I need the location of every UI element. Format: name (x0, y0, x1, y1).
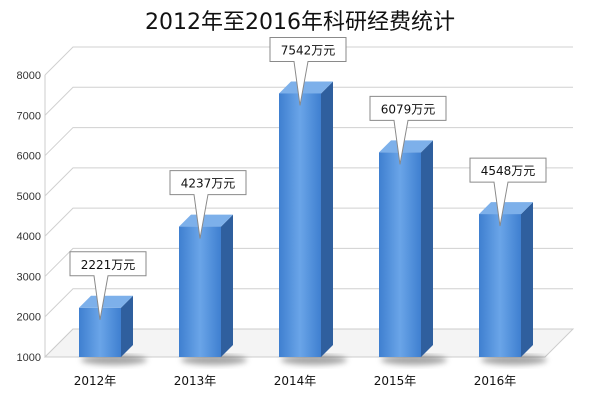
chart-title: 2012年至2016年科研经费统计 (145, 10, 455, 35)
bar-shadow (81, 355, 147, 365)
y-tick-label: 2000 (17, 312, 41, 324)
data-label: 2221万元 (81, 258, 136, 272)
x-tick-label: 2014年 (274, 374, 317, 388)
bar-top (179, 214, 233, 227)
y-tick-label: 6000 (17, 151, 41, 163)
data-label: 4548万元 (481, 164, 536, 178)
bar (479, 202, 547, 365)
bar (279, 81, 347, 365)
bar-shadow (481, 355, 547, 365)
gridline (44, 86, 573, 116)
bar-side (221, 214, 233, 357)
bar-side (521, 202, 533, 357)
x-tick-label: 2013年 (174, 374, 217, 388)
y-tick-label: 1000 (17, 352, 41, 364)
bar-top (79, 295, 133, 308)
y-tick-label: 4000 (17, 231, 41, 243)
bar-front (279, 93, 321, 357)
x-tick-label: 2016年 (474, 374, 517, 388)
y-tick-label: 8000 (17, 70, 41, 82)
bar (179, 214, 247, 365)
bar-shadow (181, 355, 247, 365)
bar-side (421, 140, 433, 357)
x-tick-label: 2012年 (74, 374, 117, 388)
data-label-callout (69, 251, 147, 320)
y-tick-label: 7000 (17, 110, 41, 122)
bar (79, 295, 147, 365)
bar-side (321, 81, 333, 357)
y-tick-label: 3000 (17, 271, 41, 283)
bar-front (179, 226, 221, 357)
data-label-callout (469, 157, 547, 227)
bar-shadow (281, 355, 347, 365)
bar-front (379, 152, 421, 357)
bar (379, 140, 447, 365)
bar-top (379, 140, 433, 153)
x-tick-label: 2015年 (374, 374, 417, 388)
bar-top (479, 202, 533, 215)
data-label: 7542万元 (281, 43, 336, 57)
data-label: 4237万元 (181, 177, 236, 191)
bar-front (479, 214, 521, 357)
bar-side (121, 295, 133, 357)
gridline (44, 46, 573, 76)
data-label-callout (369, 95, 447, 165)
data-label-callout (269, 36, 347, 106)
y-tick-label: 5000 (17, 191, 41, 203)
bar-shadow (381, 355, 447, 365)
data-label: 6079万元 (381, 102, 436, 116)
data-label-callout (169, 170, 247, 239)
bar-top (279, 81, 333, 94)
